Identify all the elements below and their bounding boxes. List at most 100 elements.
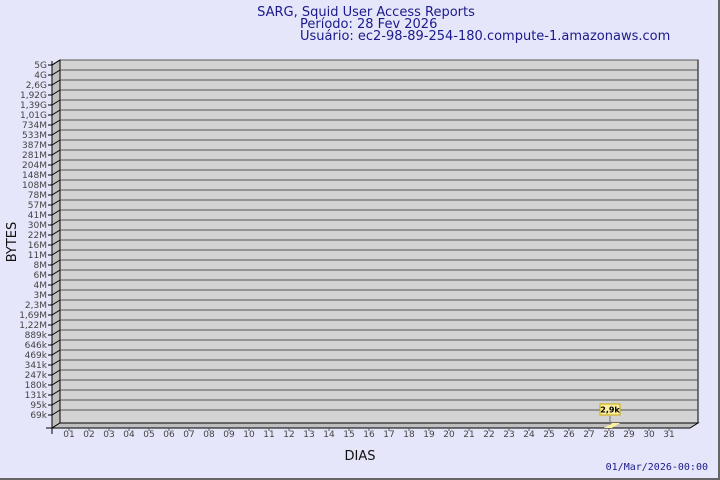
y-tick bbox=[48, 159, 61, 166]
y-tick-label: 341k bbox=[25, 361, 48, 371]
y-tick-label: 469k bbox=[25, 351, 48, 361]
y-tick bbox=[48, 79, 61, 86]
y-tick-label: 108M bbox=[22, 181, 47, 191]
y-tick-label: 4M bbox=[34, 281, 48, 291]
y-tick-label: 2,3M bbox=[25, 301, 47, 311]
x-tick-label: 25 bbox=[543, 430, 554, 440]
x-tick-label: 19 bbox=[423, 430, 435, 440]
y-tick bbox=[48, 169, 61, 176]
y-tick-label: 1,69M bbox=[19, 311, 47, 321]
y-tick bbox=[48, 269, 61, 276]
x-tick-label: 01 bbox=[63, 430, 74, 440]
y-tick-label: 8M bbox=[34, 261, 48, 271]
x-tick-label: 16 bbox=[363, 430, 375, 440]
x-tick-label: 15 bbox=[343, 430, 354, 440]
y-tick bbox=[48, 319, 61, 326]
y-tick-label: 41M bbox=[28, 211, 47, 221]
y-tick bbox=[48, 99, 61, 106]
x-tick-label: 22 bbox=[483, 430, 494, 440]
x-tick-label: 17 bbox=[383, 430, 394, 440]
y-tick bbox=[48, 249, 61, 256]
x-tick-label: 30 bbox=[643, 430, 655, 440]
y-tick bbox=[48, 399, 61, 406]
y-tick bbox=[48, 179, 61, 186]
x-tick-label: 05 bbox=[143, 430, 154, 440]
y-tick bbox=[48, 309, 61, 316]
x-tick-label: 06 bbox=[163, 430, 175, 440]
x-tick-label: 12 bbox=[283, 430, 294, 440]
y-tick-label: 387M bbox=[22, 141, 47, 151]
y-tick bbox=[48, 199, 61, 206]
x-tick-label: 31 bbox=[663, 430, 674, 440]
x-tick-label: 26 bbox=[563, 430, 575, 440]
y-tick bbox=[48, 279, 61, 286]
chart-user: Usuário: ec2-98-89-254-180.compute-1.ama… bbox=[300, 29, 670, 44]
x-tick-label: 23 bbox=[503, 430, 514, 440]
footer-timestamp: 01/Mar/2026-00:00 bbox=[606, 462, 708, 473]
x-tick-label: 29 bbox=[623, 430, 635, 440]
y-tick bbox=[48, 229, 61, 236]
y-axis-label: BYTES bbox=[5, 222, 20, 263]
y-tick-label: 281M bbox=[22, 151, 47, 161]
y-tick-label: 5G bbox=[34, 61, 47, 71]
x-tick-label: 18 bbox=[403, 430, 415, 440]
plot-back-wall bbox=[59, 59, 699, 424]
y-tick bbox=[48, 89, 61, 96]
x-tick-label: 13 bbox=[303, 430, 314, 440]
x-axis-label: DIAS bbox=[345, 449, 376, 464]
y-tick-label: 78M bbox=[28, 191, 47, 201]
x-tick-label: 21 bbox=[463, 430, 474, 440]
y-tick-label: 1,01G bbox=[20, 111, 47, 121]
y-tick bbox=[48, 189, 61, 196]
x-tick-label: 10 bbox=[243, 430, 255, 440]
y-tick-label: 247k bbox=[25, 371, 48, 381]
y-tick bbox=[48, 59, 61, 66]
y-tick bbox=[48, 119, 61, 126]
y-tick-label: 204M bbox=[22, 161, 47, 171]
y-tick-label: 57M bbox=[28, 201, 47, 211]
y-tick bbox=[48, 109, 61, 116]
x-tick-label: 14 bbox=[323, 430, 335, 440]
y-tick-label: 131k bbox=[25, 391, 48, 401]
y-tick-label: 1,92G bbox=[20, 91, 47, 101]
x-tick-label: 03 bbox=[103, 430, 114, 440]
y-tick bbox=[48, 359, 61, 366]
plot-floor bbox=[50, 422, 700, 429]
x-tick-label: 07 bbox=[183, 430, 194, 440]
x-tick-label: 02 bbox=[83, 430, 94, 440]
y-tick-label: 148M bbox=[22, 171, 47, 181]
x-tick-label: 20 bbox=[443, 430, 455, 440]
y-tick bbox=[48, 259, 61, 266]
bar-label-box bbox=[599, 403, 621, 416]
bar-day-28 bbox=[604, 423, 620, 428]
y-tick bbox=[48, 129, 61, 136]
y-tick bbox=[48, 139, 61, 146]
y-tick bbox=[48, 349, 61, 356]
y-tick bbox=[48, 329, 61, 336]
y-tick bbox=[48, 299, 61, 306]
y-tick bbox=[48, 389, 61, 396]
x-tick-label: 04 bbox=[123, 430, 135, 440]
y-tick-label: 1,39G bbox=[20, 101, 47, 111]
chart-period: Período: 28 Fev 2026 bbox=[300, 17, 437, 32]
x-tick-label: 09 bbox=[223, 430, 235, 440]
y-tick-label: 6M bbox=[34, 271, 48, 281]
y-tick bbox=[48, 339, 61, 346]
y-tick bbox=[48, 149, 61, 156]
y-tick-label: 180k bbox=[25, 381, 48, 391]
bar-data-label: 2,9k bbox=[600, 406, 620, 415]
y-tick-label: 4G bbox=[34, 71, 47, 81]
y-tick-label: 1,22M bbox=[19, 321, 47, 331]
x-tick-label: 27 bbox=[583, 430, 594, 440]
chart-title: SARG, Squid User Access Reports bbox=[257, 5, 475, 20]
y-tick bbox=[48, 379, 61, 386]
x-tick-label: 28 bbox=[603, 430, 615, 440]
y-tick bbox=[48, 239, 61, 246]
y-tick-label: 3M bbox=[34, 291, 48, 301]
y-tick-label: 2,6G bbox=[26, 81, 47, 91]
y-tick-label: 95k bbox=[30, 401, 47, 411]
y-tick-label: 734M bbox=[22, 121, 47, 131]
y-tick-label: 533M bbox=[22, 131, 47, 141]
y-tick-label: 646k bbox=[25, 341, 48, 351]
